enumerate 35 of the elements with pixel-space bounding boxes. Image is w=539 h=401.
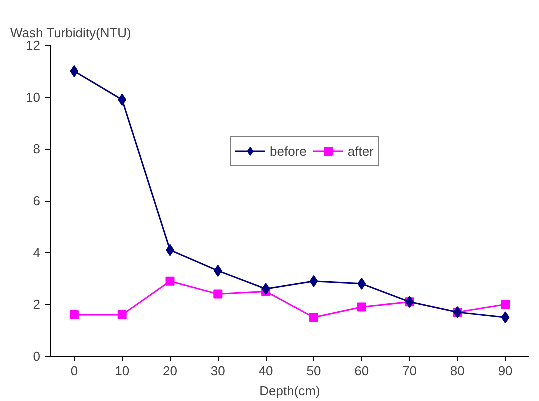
point	[70, 310, 79, 320]
point	[357, 302, 366, 312]
point	[262, 283, 270, 296]
point	[118, 94, 127, 106]
y-tick-label: 2	[33, 297, 41, 312]
point	[214, 290, 223, 299]
x-tick-label: 60	[354, 364, 370, 378]
y-tick-label: 8	[33, 142, 41, 157]
y-tick-label: 4	[33, 245, 41, 260]
x-tick-label: 80	[450, 364, 465, 378]
y-tick-label: 12	[26, 38, 41, 53]
point	[214, 264, 222, 277]
x-tick-label: 50	[306, 364, 322, 378]
x-tick-label: 0	[70, 364, 78, 378]
y-tick-label: 0	[33, 349, 41, 364]
y-axis-title: Wash Turbidity(NTU)	[10, 26, 132, 40]
x-tick-label: 30	[210, 364, 226, 378]
point	[166, 276, 175, 286]
legend-label: before	[270, 144, 307, 158]
y-tick-label: 6	[33, 194, 41, 208]
point	[501, 312, 510, 324]
x-tick-label: 10	[115, 364, 130, 378]
x-tick-label: 90	[498, 364, 513, 378]
y-tick-label: 10	[26, 90, 41, 105]
point	[118, 310, 127, 320]
point	[310, 275, 318, 288]
x-tick-label: 40	[258, 364, 274, 378]
x-tick-label: 20	[163, 364, 178, 378]
x-tick-label: 70	[402, 364, 417, 378]
point	[358, 278, 366, 290]
point	[70, 65, 79, 78]
legend-label: after	[348, 144, 374, 158]
point	[501, 300, 510, 310]
point	[309, 313, 318, 322]
x-axis-title: Depth(cm)	[260, 384, 320, 398]
